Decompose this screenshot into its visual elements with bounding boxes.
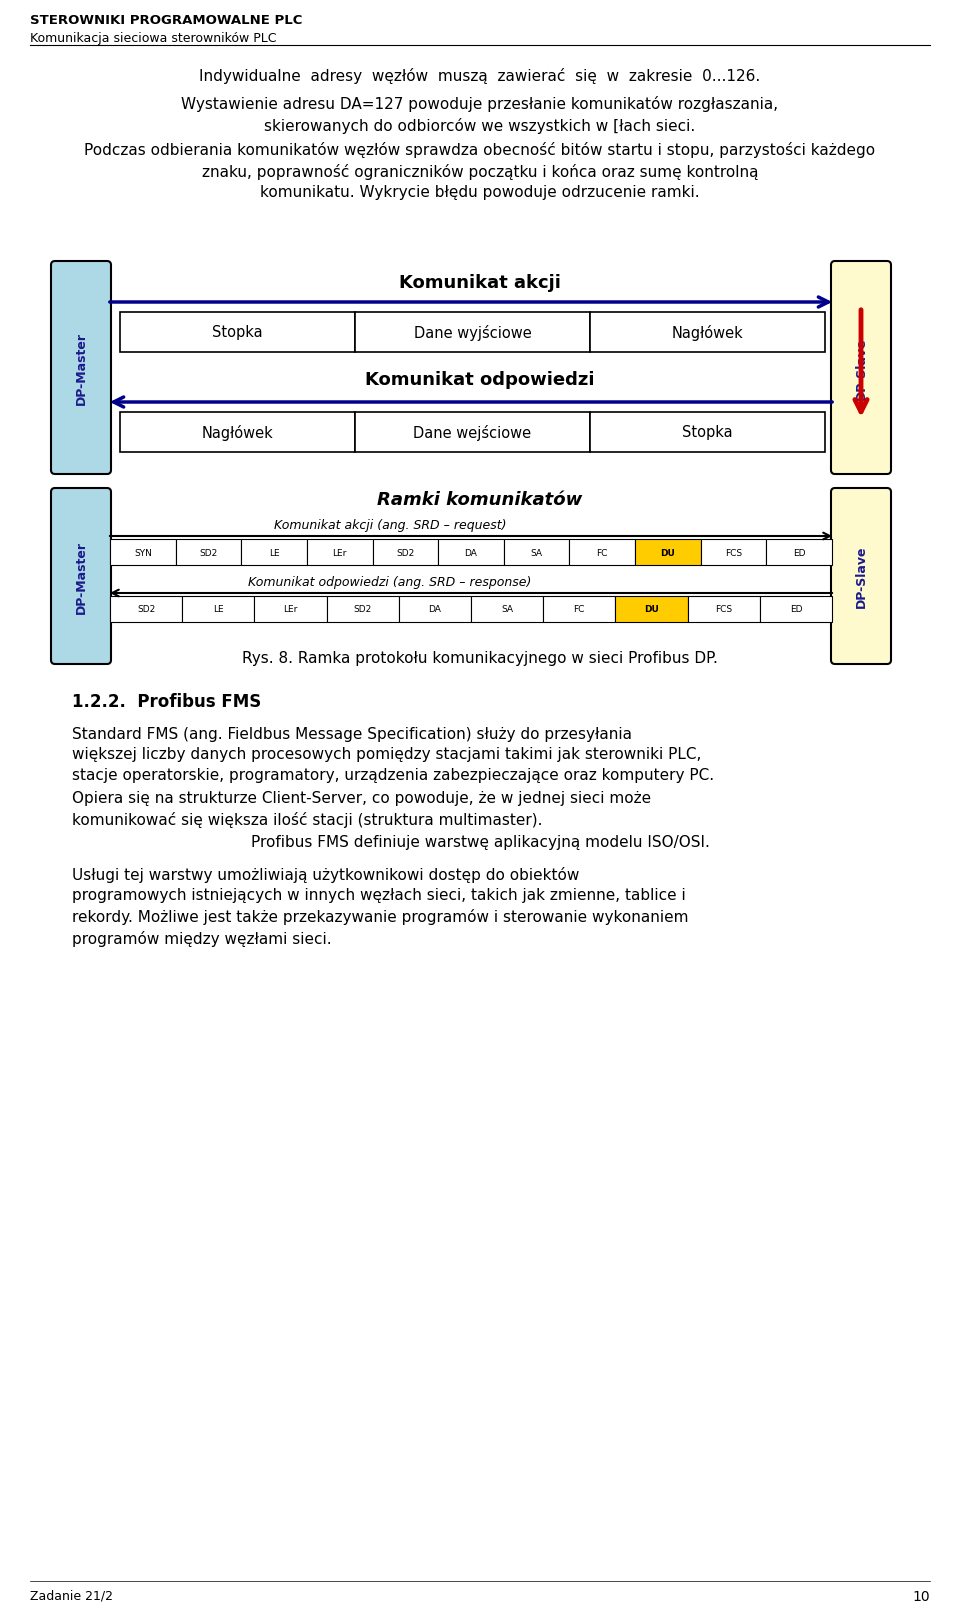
Text: FCS: FCS	[725, 548, 742, 558]
Bar	[372, 540, 438, 566]
Bar	[590, 313, 825, 354]
Bar	[766, 540, 832, 566]
FancyBboxPatch shape	[831, 489, 891, 665]
Text: SD2: SD2	[200, 548, 218, 558]
Text: LEr: LEr	[332, 548, 347, 558]
Bar	[687, 596, 759, 622]
Text: FC: FC	[596, 548, 608, 558]
Text: Rys. 8. Ramka protokołu komunikacyjnego w sieci Profibus DP.: Rys. 8. Ramka protokołu komunikacyjnego …	[242, 651, 718, 665]
Bar	[120, 313, 355, 354]
Text: SA: SA	[531, 548, 542, 558]
Text: 1.2.2.  Profibus FMS: 1.2.2. Profibus FMS	[72, 693, 261, 710]
FancyBboxPatch shape	[51, 262, 111, 474]
Text: SD2: SD2	[137, 606, 156, 614]
Bar	[355, 413, 590, 453]
Text: Komunikat odpowiedzi: Komunikat odpowiedzi	[365, 371, 595, 389]
Bar	[110, 596, 182, 622]
Bar	[326, 596, 398, 622]
Bar	[701, 540, 766, 566]
Text: LEr: LEr	[283, 606, 298, 614]
Text: DP-Slave: DP-Slave	[854, 337, 868, 400]
Text: FC: FC	[574, 606, 585, 614]
Bar	[355, 313, 590, 354]
Text: Opiera się na strukturze Client-Server, co powoduje, że w jednej sieci może
komu: Opiera się na strukturze Client-Server, …	[72, 791, 651, 828]
Text: FCS: FCS	[715, 606, 732, 614]
Bar	[759, 596, 832, 622]
Text: DA: DA	[465, 548, 477, 558]
Bar	[590, 413, 825, 453]
Bar	[241, 540, 307, 566]
Text: Dane wejściowe: Dane wejściowe	[414, 424, 532, 440]
Bar	[471, 596, 543, 622]
Bar	[176, 540, 241, 566]
Text: DA: DA	[428, 606, 442, 614]
FancyBboxPatch shape	[831, 262, 891, 474]
Text: Standard FMS (ang. Fieldbus Message Specification) służy do przesyłania
większej: Standard FMS (ang. Fieldbus Message Spec…	[72, 726, 714, 783]
Text: Stopka: Stopka	[212, 325, 263, 341]
Text: DP-Master: DP-Master	[75, 331, 87, 405]
Text: Stopka: Stopka	[683, 426, 732, 440]
Bar	[254, 596, 326, 622]
Text: Wystawienie adresu DA=127 powoduje przesłanie komunikatów rozgłaszania,
skierowa: Wystawienie adresu DA=127 powoduje przes…	[181, 96, 779, 133]
Bar	[120, 413, 355, 453]
Text: ED: ED	[793, 548, 805, 558]
Text: SD2: SD2	[396, 548, 415, 558]
Text: Indywidualne  adresy  węzłów  muszą  zawierać  się  w  zakresie  0...126.: Indywidualne adresy węzłów muszą zawiera…	[200, 67, 760, 84]
Text: Komunikat odpowiedzi (ang. SRD – response): Komunikat odpowiedzi (ang. SRD – respons…	[249, 575, 532, 588]
Text: Nagłówek: Nagłówek	[202, 424, 274, 440]
Text: DU: DU	[660, 548, 675, 558]
Bar	[438, 540, 504, 566]
Bar	[543, 596, 615, 622]
Text: DU: DU	[644, 606, 659, 614]
Text: Profibus FMS definiuje warstwę aplikacyjną modelu ISO/OSI.: Profibus FMS definiuje warstwę aplikacyj…	[251, 834, 709, 850]
Text: LE: LE	[269, 548, 279, 558]
Text: Podczas odbierania komunikatów węzłów sprawdza obecność bitów startu i stopu, pa: Podczas odbierania komunikatów węzłów sp…	[84, 141, 876, 201]
Text: Zadanie 21/2: Zadanie 21/2	[30, 1589, 113, 1602]
Bar	[569, 540, 636, 566]
Bar	[504, 540, 569, 566]
Text: SA: SA	[501, 606, 513, 614]
Text: ED: ED	[790, 606, 803, 614]
Text: Ramki komunikatów: Ramki komunikatów	[377, 490, 583, 509]
Bar	[307, 540, 372, 566]
Bar	[615, 596, 687, 622]
Text: SYN: SYN	[133, 548, 152, 558]
Bar	[398, 596, 471, 622]
Text: LE: LE	[213, 606, 224, 614]
Text: Komunikat akcji (ang. SRD – request): Komunikat akcji (ang. SRD – request)	[274, 519, 506, 532]
FancyBboxPatch shape	[51, 489, 111, 665]
Text: Nagłówek: Nagłówek	[672, 325, 743, 341]
Text: Komunikat akcji: Komunikat akcji	[399, 273, 561, 292]
Text: Komunikacja sieciowa sterowników PLC: Komunikacja sieciowa sterowników PLC	[30, 32, 276, 45]
Text: STEROWNIKI PROGRAMOWALNE PLC: STEROWNIKI PROGRAMOWALNE PLC	[30, 14, 302, 27]
Text: Usługi tej warstwy umożliwiają użytkownikowi dostęp do obiektów
programowych ist: Usługi tej warstwy umożliwiają użytkowni…	[72, 866, 688, 947]
Text: 10: 10	[912, 1589, 930, 1604]
Text: DP-Master: DP-Master	[75, 540, 87, 614]
Bar	[110, 540, 176, 566]
Bar	[182, 596, 254, 622]
Text: SD2: SD2	[353, 606, 372, 614]
Text: DP-Slave: DP-Slave	[854, 545, 868, 607]
Text: Dane wyjściowe: Dane wyjściowe	[414, 325, 532, 341]
Bar	[636, 540, 701, 566]
